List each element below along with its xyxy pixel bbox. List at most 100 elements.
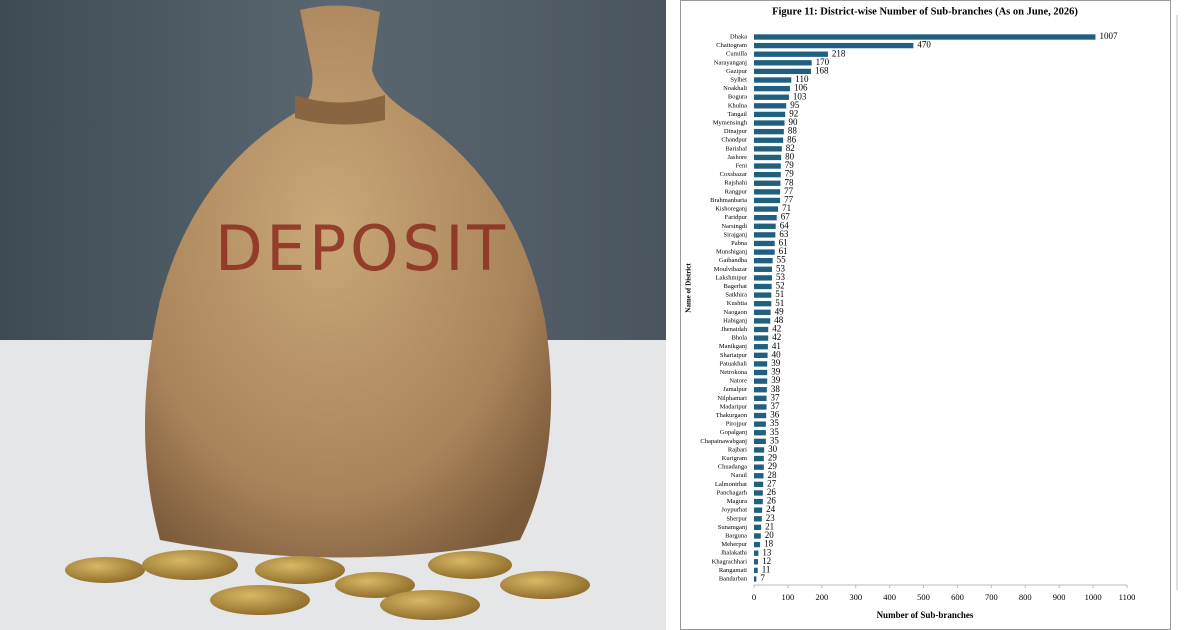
- value-label: 35: [770, 418, 780, 428]
- value-label: 77: [784, 186, 794, 196]
- y-tick-label: Noakhali: [723, 85, 747, 92]
- value-label: 79: [785, 160, 795, 170]
- y-tick-label: Gaibandha: [719, 257, 747, 264]
- y-tick-label: Panchagarh: [717, 489, 748, 496]
- value-label: 77: [784, 195, 794, 205]
- y-tick-label: Bagerhat: [724, 283, 748, 290]
- bar: [754, 171, 781, 178]
- value-label: 26: [767, 496, 777, 506]
- y-tick-label: Rajbari: [728, 446, 747, 453]
- value-label: 78: [784, 177, 794, 187]
- value-label: 39: [771, 375, 781, 385]
- bar: [754, 60, 812, 66]
- y-axis-label: Name of District: [685, 263, 693, 313]
- bar: [754, 481, 764, 488]
- bar: [754, 447, 765, 453]
- bar: [754, 42, 914, 49]
- value-label: 51: [775, 289, 784, 299]
- value-label: 42: [772, 332, 781, 342]
- value-label: 7: [760, 573, 765, 583]
- value-label: 55: [777, 255, 787, 265]
- y-tick-label: Cumilla: [726, 51, 747, 58]
- y-tick-label: Jashore: [728, 154, 748, 161]
- bar: [754, 137, 784, 143]
- value-label: 170: [816, 57, 830, 67]
- value-label: 24: [766, 504, 776, 514]
- x-tick-label: 300: [849, 592, 862, 602]
- bar: [754, 430, 766, 436]
- y-tick-label: Sunamganj: [718, 524, 747, 531]
- x-tick-label: 900: [1053, 592, 1066, 602]
- y-tick-label: Barguna: [725, 532, 747, 539]
- bar: [754, 369, 768, 376]
- bar: [754, 197, 781, 204]
- value-label: 1007: [1099, 31, 1118, 41]
- bar: [754, 292, 772, 298]
- bar: [754, 283, 772, 290]
- y-tick-label: Kurigram: [722, 455, 747, 462]
- bar: [754, 240, 775, 247]
- value-label: 470: [917, 40, 931, 50]
- y-tick-label: Bogura: [728, 94, 747, 101]
- bar: [754, 490, 763, 496]
- value-label: 37: [771, 392, 781, 402]
- photo: DEPOSIT: [0, 0, 666, 630]
- bar: [754, 335, 769, 341]
- bar: [754, 455, 764, 462]
- y-tick-label: Chattogram: [716, 42, 747, 49]
- y-tick-label: Chuadanga: [718, 464, 747, 471]
- bar: [754, 94, 789, 100]
- y-tick-label: Madaripur: [720, 403, 748, 410]
- x-tick-label: 0: [752, 592, 756, 602]
- value-label: 29: [768, 453, 778, 463]
- bar: [754, 34, 1096, 40]
- bar: [754, 146, 782, 152]
- value-label: 82: [786, 143, 795, 153]
- bar: [754, 507, 763, 513]
- value-label: 92: [789, 108, 798, 118]
- y-tick-label: Kishoreganj: [715, 206, 747, 213]
- bar: [754, 352, 768, 358]
- y-tick-label: Narayanganj: [714, 59, 747, 66]
- bar: [754, 266, 772, 272]
- y-tick-label: Shariatpur: [720, 352, 748, 359]
- bar: [754, 223, 776, 229]
- value-label: 53: [776, 272, 786, 282]
- bar: [754, 464, 764, 470]
- bar: [754, 498, 763, 505]
- y-tick-label: Brahmanbaria: [710, 197, 747, 204]
- y-tick-label: Patuakhali: [720, 360, 748, 367]
- bar: [754, 533, 761, 539]
- bar: [754, 550, 759, 556]
- x-tick-label: 700: [985, 592, 998, 602]
- bar: [754, 326, 769, 333]
- bar: [754, 559, 759, 565]
- bar: [754, 318, 771, 324]
- y-tick-label: Tangail: [728, 111, 748, 118]
- y-tick-label: Manikganj: [719, 343, 747, 350]
- y-tick-label: Pirojpur: [726, 421, 748, 428]
- y-tick-label: Faridpur: [725, 214, 748, 221]
- y-tick-label: Feni: [735, 163, 747, 170]
- bar: [754, 68, 811, 75]
- bar: [754, 387, 767, 393]
- x-tick-label: 400: [883, 592, 896, 602]
- x-tick-label: 200: [815, 592, 828, 602]
- value-label: 79: [785, 169, 795, 179]
- bar: [754, 154, 782, 161]
- value-label: 103: [793, 91, 807, 101]
- value-label: 168: [815, 65, 829, 75]
- y-tick-label: Meherpur: [721, 541, 747, 548]
- y-tick-label: Narsingdi: [721, 223, 747, 230]
- value-label: 51: [775, 298, 784, 308]
- y-tick-label: Gazipur: [726, 68, 748, 75]
- y-tick-label: Sherpur: [726, 515, 747, 522]
- value-label: 106: [794, 83, 808, 93]
- value-label: 61: [779, 246, 788, 256]
- sack-label: DEPOSIT: [215, 212, 506, 285]
- bar: [754, 85, 790, 92]
- value-label: 18: [764, 539, 774, 549]
- y-tick-label: Narail: [731, 472, 747, 479]
- y-tick-label: Kushtia: [727, 300, 747, 307]
